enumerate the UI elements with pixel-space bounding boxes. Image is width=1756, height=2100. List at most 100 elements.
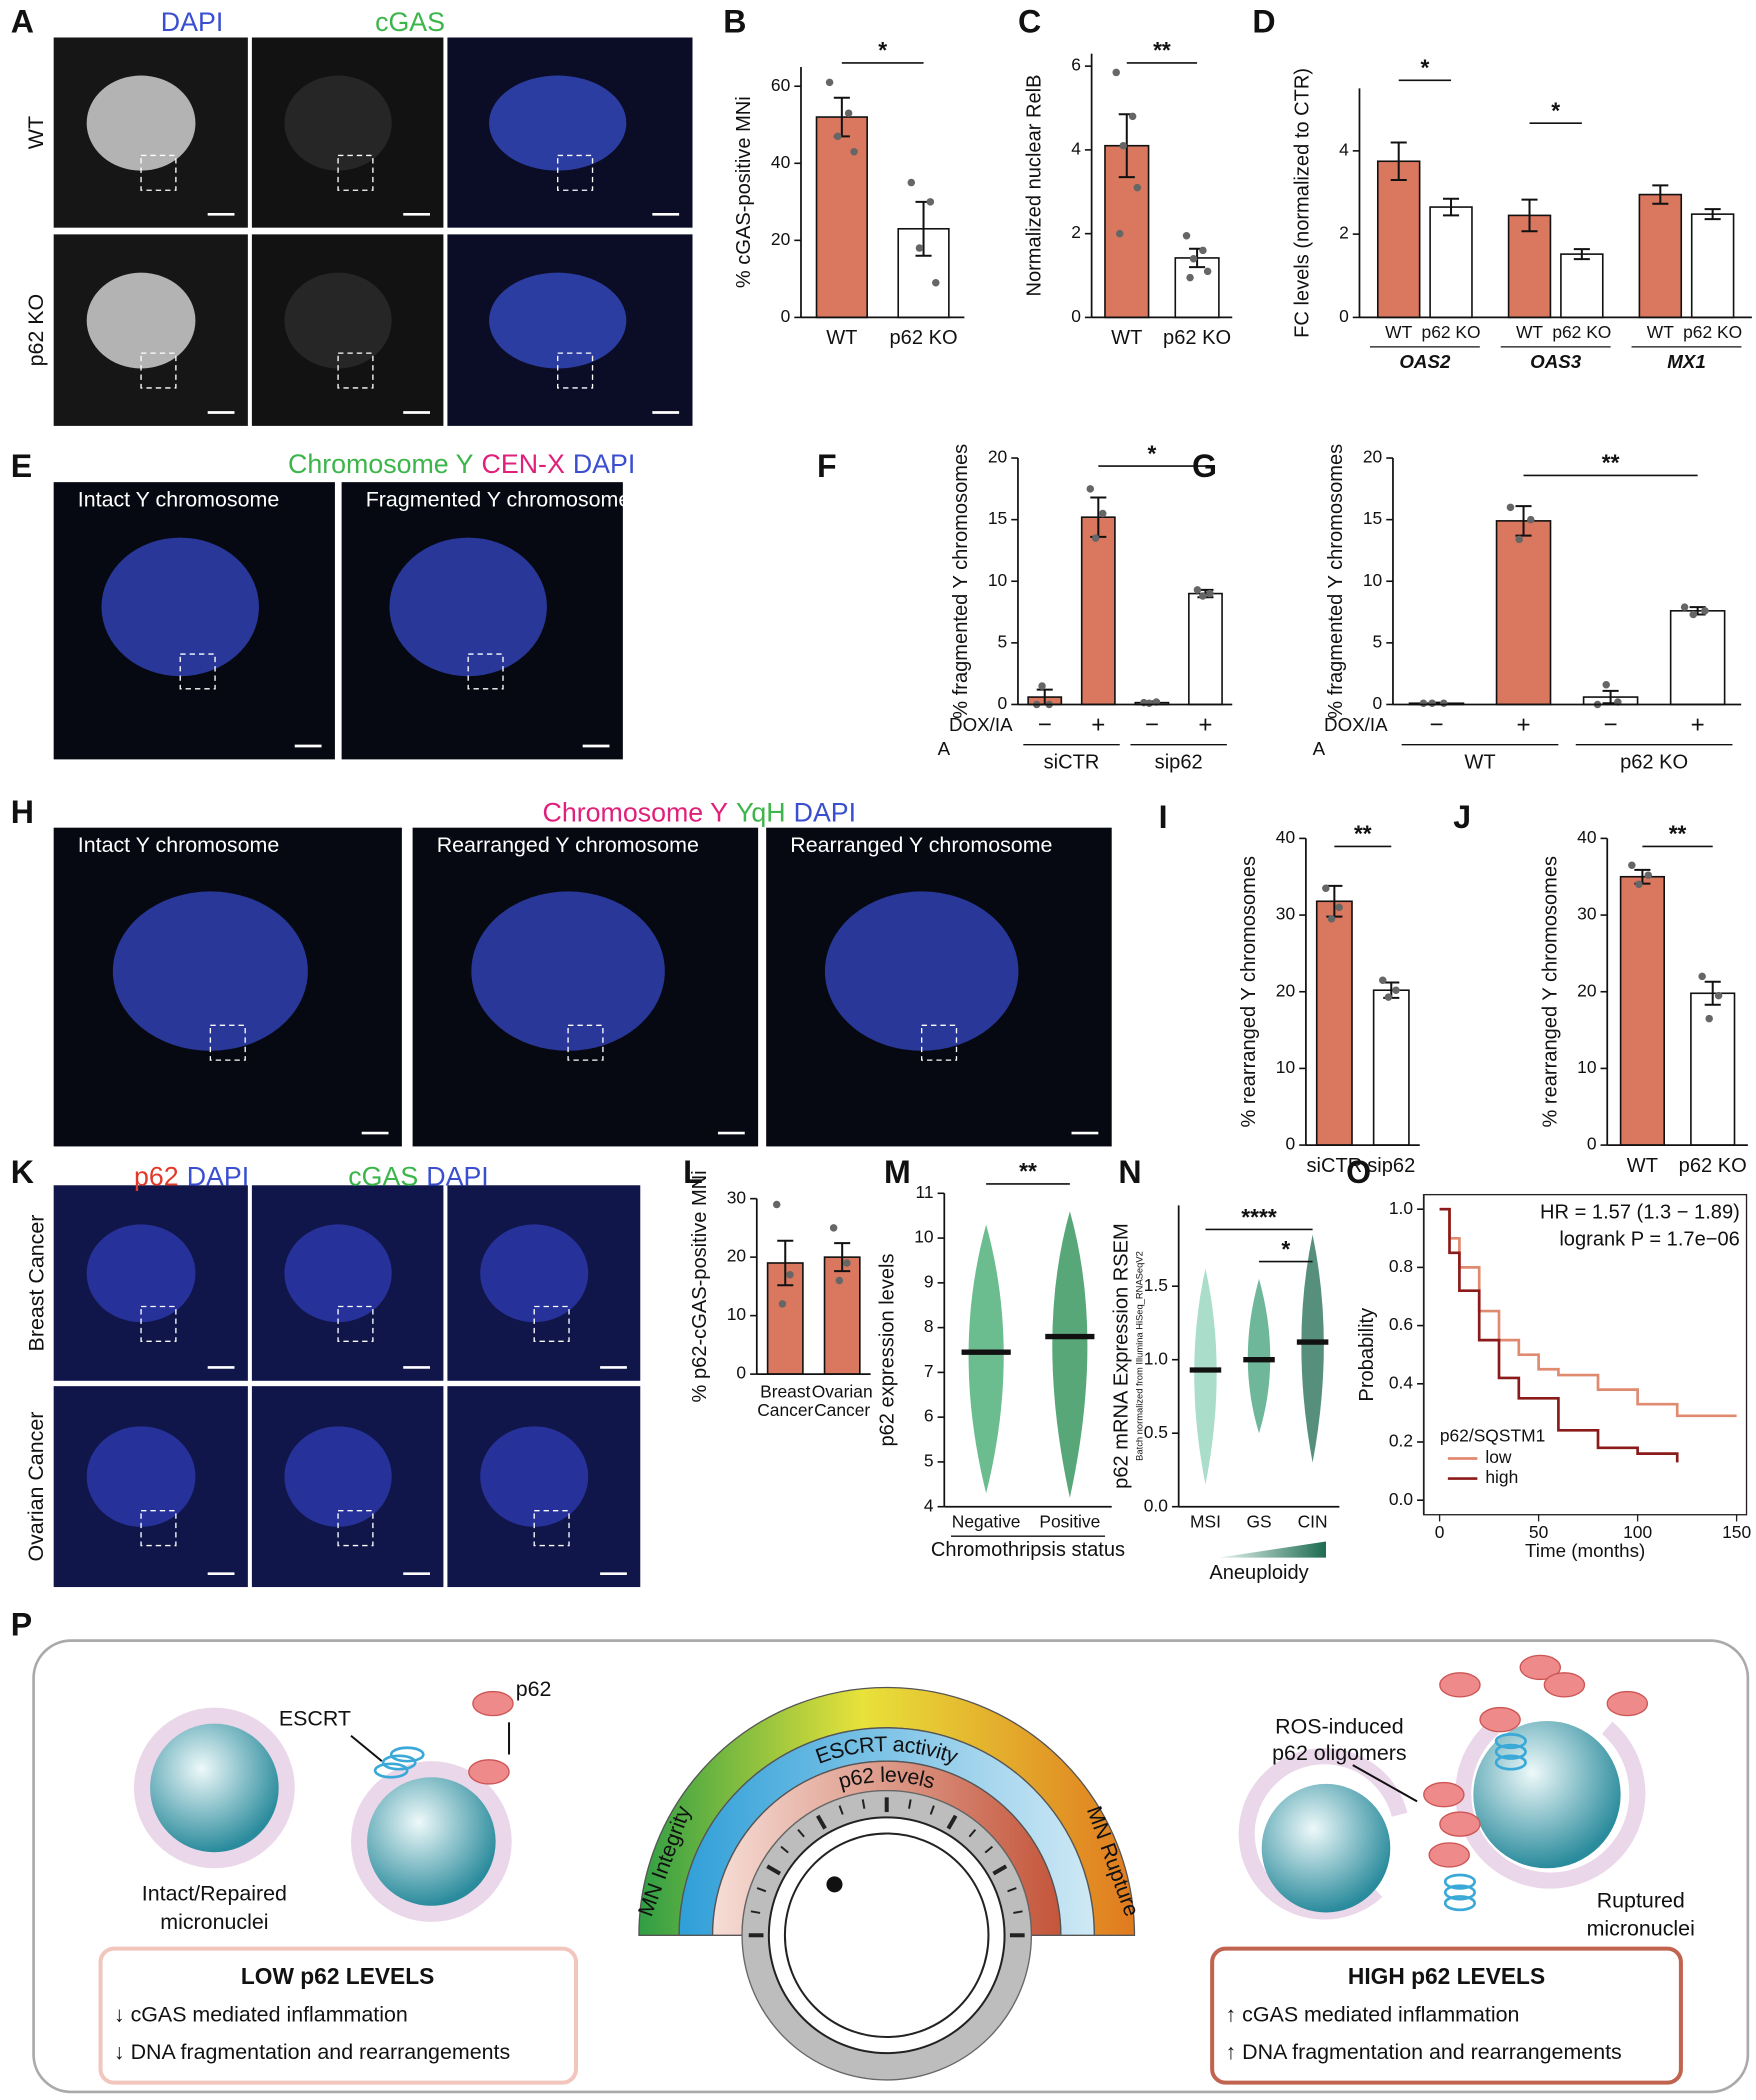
- legend-label: p62 KO: [1422, 322, 1481, 342]
- panel-letter: D: [1252, 4, 1275, 40]
- y-tick-label: 15: [1363, 508, 1382, 528]
- connector: [1352, 1764, 1418, 1803]
- data-point: [1701, 607, 1709, 615]
- escrt-helix: [373, 1746, 425, 1779]
- y-tick-label: 4: [1071, 138, 1081, 158]
- data-point: [829, 1224, 838, 1232]
- data-point: [1698, 972, 1706, 981]
- channel-header: cGAS DAPI: [348, 1162, 488, 1192]
- bar: [1507, 214, 1552, 319]
- y-tick-label: 20: [1577, 980, 1596, 1000]
- inset-box: [920, 1024, 958, 1061]
- y-tick-label: 0.6: [1389, 1314, 1413, 1334]
- channel-header: p62 DAPI: [134, 1162, 249, 1192]
- gauge-tick: [908, 1799, 912, 1809]
- legend-label: p62 KO: [1683, 322, 1742, 342]
- panel-letter: A: [11, 4, 34, 40]
- annotation: logrank P = 1.7e−06: [1559, 1228, 1739, 1250]
- nucleus: [284, 1426, 392, 1527]
- escrt-helix: [1443, 1733, 1527, 1912]
- y-tick-label: 40: [771, 152, 790, 172]
- inset-box: [337, 1510, 374, 1547]
- data-point: [786, 1270, 794, 1279]
- inset-box: [337, 1305, 374, 1342]
- data-point: [1199, 246, 1207, 255]
- bar: [1429, 206, 1473, 319]
- bar: [1560, 253, 1604, 319]
- data-point: [1119, 141, 1128, 150]
- data-point: [1635, 880, 1643, 889]
- significance-label: *: [1551, 98, 1560, 124]
- panel-letter: E: [11, 448, 32, 484]
- group-label: p62 KO: [1620, 752, 1688, 774]
- data-point: [1206, 589, 1214, 598]
- data-point: [1644, 871, 1653, 879]
- micronucleus: [150, 1723, 279, 1853]
- x-tick-label: siCTR: [1306, 1155, 1362, 1177]
- y-axis-label: % fragmented Y chromosomes: [950, 444, 972, 719]
- micronucleus: [367, 1777, 496, 1906]
- data-point: [1527, 515, 1535, 524]
- data-point: [1199, 592, 1207, 600]
- data-point: [1145, 699, 1153, 707]
- bar: [1619, 875, 1665, 1146]
- y-tick-label: 4: [924, 1495, 934, 1515]
- box-item: ↓ cGAS mediated inflammation: [114, 2002, 408, 2026]
- error-bar: [1390, 141, 1407, 182]
- y-tick-label: 8: [924, 1316, 934, 1336]
- diagram: P p62 ESCRT Intact/Repaired micronuclei …: [11, 1607, 1750, 2094]
- panel-letter: L: [683, 1154, 703, 1190]
- x-tick-label: +: [1516, 711, 1530, 738]
- inset-box: [557, 352, 594, 389]
- significance-label: **: [1669, 821, 1687, 847]
- y-axis-label: % p62-cGAS-positive MNi: [689, 1170, 711, 1402]
- image-caption: Intact Y chromosome: [78, 833, 279, 857]
- y-tick-label: 1.0: [1389, 1198, 1413, 1218]
- x-tick-label: p62 KO: [1163, 327, 1231, 349]
- y-tick-label: 10: [914, 1227, 933, 1247]
- panel-letter: B: [723, 4, 746, 40]
- image-caption: Intact Y chromosome: [78, 488, 279, 512]
- row-label: Breast Cancer: [24, 1215, 48, 1352]
- y-tick-label: 2: [1071, 222, 1081, 242]
- data-point: [1193, 586, 1202, 594]
- data-point: [1392, 986, 1400, 994]
- y-tick-label: 0.2: [1389, 1431, 1413, 1451]
- x-tick-label: −: [1604, 711, 1618, 738]
- nucleus: [471, 891, 665, 1051]
- error-bar: [1521, 198, 1538, 233]
- y-tick-label: 10: [1577, 1057, 1596, 1077]
- data-point: [1680, 603, 1689, 611]
- data-point: [907, 178, 916, 187]
- x-tick-label: 100: [1623, 1522, 1652, 1542]
- y-axis-label: % cGAS-positive MNi: [733, 96, 755, 288]
- gauge-tick: [815, 1814, 827, 1830]
- data-point: [1182, 231, 1191, 240]
- nucleus: [824, 891, 1019, 1051]
- error-bar: [1515, 505, 1532, 537]
- gauge-tick: [797, 1828, 805, 1838]
- nucleus: [86, 1426, 196, 1527]
- gauge-tick: [984, 1845, 994, 1854]
- row-label: p62 KO: [24, 294, 48, 367]
- gradient-wedge: [1218, 1541, 1326, 1558]
- data-point: [1378, 976, 1387, 984]
- nucleus: [86, 75, 196, 171]
- y-tick-label: 4: [1339, 139, 1349, 159]
- inset-box: [179, 653, 216, 690]
- y-tick-label: 0.5: [1144, 1422, 1168, 1442]
- data-point: [1128, 112, 1137, 121]
- value-spread: [1194, 1268, 1217, 1485]
- row-label: A: [938, 738, 951, 759]
- summary-box: [1210, 1946, 1683, 2085]
- y-tick-label: 0.8: [1389, 1256, 1413, 1276]
- label: ESCRT: [279, 1706, 351, 1730]
- inset-box: [337, 154, 374, 191]
- bar: [823, 1256, 861, 1375]
- panel-letter: O: [1346, 1154, 1371, 1190]
- channel-label: Chromosome Y: [543, 797, 729, 827]
- nucleus: [489, 75, 627, 171]
- x-tick-label: +: [1198, 711, 1212, 738]
- channel-label: Chromosome Y: [288, 449, 474, 479]
